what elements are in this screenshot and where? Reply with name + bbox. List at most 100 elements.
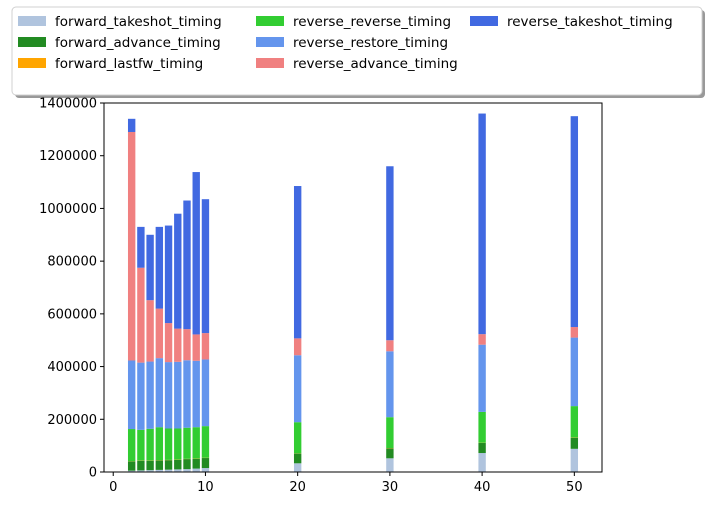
bar-reverse_restore_timing-x9: [192, 360, 200, 428]
legend-swatch-reverse_restore_timing: [256, 37, 284, 47]
bar-reverse_takeshot_timing-x10: [201, 199, 210, 334]
y-tick-label: 600000: [47, 307, 97, 322]
bar-reverse_restore_timing-x30: [386, 351, 394, 418]
bar-reverse_reverse_timing-x20: [293, 422, 302, 454]
y-tick-label: 400000: [47, 360, 97, 375]
bar-forward_advance_timing-x2: [127, 461, 136, 471]
bar-forward_advance_timing-x20: [293, 453, 302, 464]
bar-reverse_restore_timing-x8: [183, 360, 191, 428]
bar-reverse_reverse_timing-x2: [127, 429, 136, 462]
y-tick-label: 1400000: [39, 97, 97, 112]
bar-reverse_takeshot_timing-x6: [164, 225, 173, 324]
x-tick-label: 10: [197, 480, 214, 495]
bar-forward_takeshot_timing-x6: [164, 469, 173, 472]
bar-reverse_advance_timing-x50: [570, 327, 579, 338]
legend-swatch-reverse_reverse_timing: [256, 16, 284, 26]
bar-reverse_reverse_timing-x8: [183, 427, 191, 459]
bar-reverse_advance_timing-x20: [293, 338, 302, 356]
bar-reverse_advance_timing-x40: [478, 334, 486, 345]
bar-reverse_restore_timing-x6: [164, 362, 173, 429]
legend-box: [11, 6, 703, 96]
legend: forward_takeshot_timing forward_advance_t…: [11, 6, 705, 98]
bar-reverse_takeshot_timing-x2: [127, 118, 136, 132]
bar-reverse_advance_timing-x10: [201, 333, 210, 360]
bar-reverse_reverse_timing-x7: [174, 428, 182, 460]
bar-reverse_restore_timing-x7: [174, 361, 182, 429]
bar-forward_takeshot_timing-x10: [201, 468, 210, 472]
legend-swatch-reverse_takeshot_timing: [470, 16, 498, 26]
bar-reverse_advance_timing-x5: [155, 308, 164, 359]
bar-reverse_takeshot_timing-x3: [137, 226, 145, 268]
bar-reverse_advance_timing-x3: [137, 267, 145, 363]
legend-label-forward_takeshot_timing: forward_takeshot_timing: [55, 14, 222, 30]
bar-reverse_takeshot_timing-x20: [293, 186, 302, 339]
bar-reverse_reverse_timing-x4: [146, 428, 154, 461]
bar-forward_takeshot_timing-x30: [386, 458, 394, 472]
bar-reverse_reverse_timing-x30: [386, 417, 394, 449]
x-tick-label: 50: [566, 480, 583, 495]
bar-reverse_reverse_timing-x6: [164, 428, 173, 460]
bar-reverse_takeshot_timing-x5: [155, 226, 164, 309]
bar-forward_advance_timing-x50: [570, 437, 579, 449]
bar-reverse_takeshot_timing-x30: [386, 166, 394, 341]
bar-forward_advance_timing-x6: [164, 460, 173, 470]
bar-reverse_restore_timing-x50: [570, 337, 579, 407]
bar-forward_advance_timing-x10: [201, 458, 210, 469]
bars: [127, 113, 579, 472]
bar-forward_advance_timing-x9: [192, 458, 200, 469]
bar-forward_advance_timing-x4: [146, 460, 154, 471]
y-tick-label: 200000: [47, 413, 97, 428]
bar-forward_advance_timing-x30: [386, 448, 394, 459]
bar-reverse_takeshot_timing-x50: [570, 116, 579, 328]
bar-reverse_advance_timing-x9: [192, 334, 200, 361]
x-tick-label: 20: [289, 480, 306, 495]
legend-label-reverse_takeshot_timing: reverse_takeshot_timing: [507, 14, 673, 30]
bar-reverse_restore_timing-x2: [127, 360, 136, 430]
bar-reverse_reverse_timing-x10: [201, 426, 210, 458]
bar-forward_advance_timing-x5: [155, 460, 164, 470]
bar-forward_advance_timing-x7: [174, 459, 182, 470]
bar-reverse_restore_timing-x3: [137, 362, 145, 430]
bar-reverse_restore_timing-x40: [478, 344, 486, 412]
bar-forward_takeshot_timing-x3: [137, 470, 145, 472]
plot-area: 0 10 20 30 40 50 0 200000 400000 600000 800000 100…: [39, 97, 603, 495]
bar-reverse_reverse_timing-x50: [570, 406, 579, 438]
y-tick-label: 0: [89, 466, 97, 481]
bar-forward_takeshot_timing-x7: [174, 469, 182, 472]
legend-label-reverse_restore_timing: reverse_restore_timing: [293, 35, 448, 51]
bar-reverse_restore_timing-x5: [155, 358, 164, 428]
bar-reverse_advance_timing-x6: [164, 323, 173, 363]
bar-forward_takeshot_timing-x5: [155, 469, 164, 472]
bar-reverse_advance_timing-x2: [127, 131, 136, 361]
bar-forward_advance_timing-x40: [478, 443, 486, 454]
bar-forward_takeshot_timing-x4: [146, 470, 154, 472]
bar-reverse_takeshot_timing-x7: [174, 213, 182, 329]
bar-forward_takeshot_timing-x2: [127, 470, 136, 472]
bar-forward_takeshot_timing-x40: [478, 453, 486, 472]
bar-reverse_advance_timing-x8: [183, 329, 191, 361]
x-axis: 0 10 20 30 40 50: [109, 472, 583, 495]
legend-label-forward_advance_timing: forward_advance_timing: [55, 35, 221, 51]
bar-reverse_restore_timing-x20: [293, 355, 302, 423]
bar-reverse_restore_timing-x10: [201, 359, 210, 427]
bar-forward_advance_timing-x3: [137, 460, 145, 471]
bar-reverse_advance_timing-x30: [386, 340, 394, 352]
bar-forward_takeshot_timing-x50: [570, 448, 579, 472]
y-tick-label: 800000: [47, 255, 97, 270]
legend-label-forward_lastfw_timing: forward_lastfw_timing: [55, 56, 203, 72]
y-tick-label: 1200000: [39, 149, 97, 164]
bar-reverse_reverse_timing-x3: [137, 429, 145, 461]
bar-reverse_reverse_timing-x5: [155, 427, 164, 461]
y-tick-label: 1000000: [39, 202, 97, 217]
legend-swatch-forward_advance_timing: [18, 37, 46, 47]
bar-reverse_advance_timing-x7: [174, 328, 182, 362]
bar-forward_takeshot_timing-x9: [192, 468, 200, 472]
legend-swatch-forward_takeshot_timing: [18, 16, 46, 26]
bar-reverse_advance_timing-x4: [146, 300, 154, 362]
bar-reverse_restore_timing-x4: [146, 361, 154, 429]
axes-frame: [103, 102, 603, 473]
y-axis: 0 200000 400000 600000 800000 1000000 1200000 1…: [39, 97, 104, 481]
legend-swatch-forward_lastfw_timing: [18, 58, 46, 68]
bar-reverse_reverse_timing-x40: [478, 411, 486, 443]
